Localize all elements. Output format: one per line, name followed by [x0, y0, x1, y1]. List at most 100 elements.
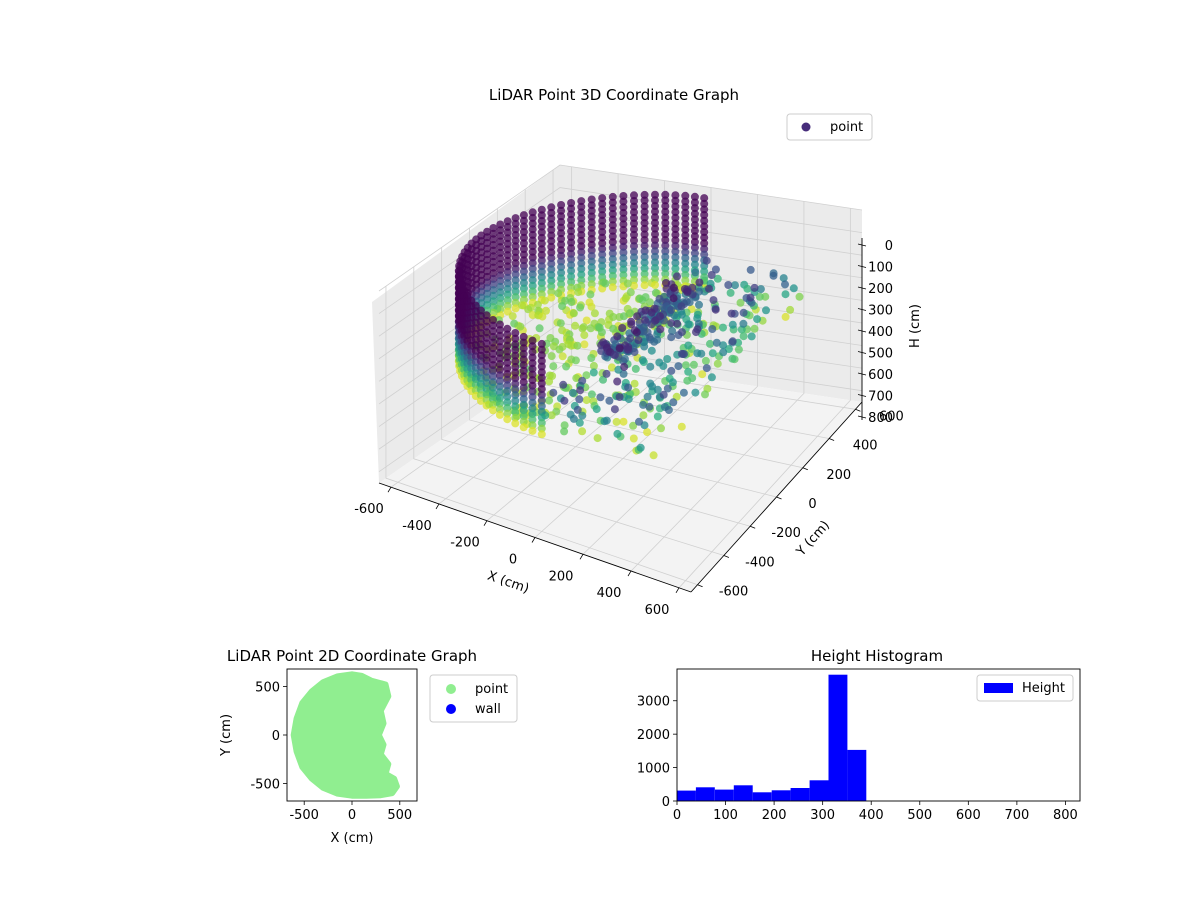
data-point [671, 242, 680, 250]
data-point [598, 211, 607, 220]
data-point [700, 211, 709, 219]
data-point [495, 348, 504, 357]
data-point [508, 312, 517, 321]
data-point [671, 202, 680, 211]
data-point [503, 387, 512, 395]
data-point [489, 280, 498, 289]
data-point [537, 256, 546, 265]
data-point [495, 343, 504, 352]
data-point [503, 301, 512, 310]
data-point [700, 194, 709, 203]
data-point [511, 270, 520, 279]
data-point [640, 224, 649, 233]
data-point [528, 359, 537, 368]
data-point [537, 402, 546, 411]
data-point [495, 382, 504, 391]
grid-line-y [413, 266, 725, 556]
data-point [547, 231, 556, 240]
data-point [586, 290, 595, 299]
data-point [511, 242, 520, 251]
data-point [789, 284, 798, 293]
z-tick [857, 394, 867, 397]
data-point [482, 350, 491, 359]
y-tick-label-hist: 2000 [637, 728, 670, 743]
chart-3d: LiDAR Point 3D Coordinate Graph -600 -400… [354, 86, 923, 618]
data-point [619, 369, 628, 378]
data-point [567, 227, 576, 236]
data-point [511, 298, 520, 307]
data-point [537, 239, 546, 248]
data-point [519, 290, 528, 299]
data-point [528, 253, 537, 262]
data-point [690, 198, 699, 207]
data-point [528, 353, 537, 362]
data-point [630, 191, 638, 200]
data-point [547, 271, 556, 279]
data-point [567, 244, 576, 253]
data-point [528, 364, 537, 373]
data-point [671, 258, 680, 267]
x-tick-label-hist: 300 [810, 808, 835, 823]
data-point [482, 356, 491, 365]
data-point [471, 301, 480, 310]
data-point [567, 249, 576, 258]
data-point [651, 207, 659, 216]
data-point [663, 355, 672, 363]
data-point [624, 395, 633, 404]
data-point [489, 366, 497, 375]
data-point [608, 283, 617, 292]
data-point [681, 214, 690, 223]
data-point [577, 259, 586, 268]
data-point [519, 372, 528, 381]
x-tick-label-2d: 0 [348, 808, 356, 823]
data-point [496, 237, 505, 246]
data-point [587, 354, 596, 362]
data-point [630, 219, 638, 228]
data-point [537, 379, 546, 388]
x-axis-label-2d: X (cm) [331, 831, 374, 846]
data-point [528, 225, 537, 234]
data-point [537, 413, 546, 422]
data-point [519, 338, 528, 347]
data-point [528, 404, 537, 413]
data-point [690, 204, 699, 213]
data-point [739, 332, 748, 341]
data-point [519, 383, 528, 392]
data-point [503, 330, 512, 339]
histogram-bar [771, 790, 791, 801]
data-point [750, 324, 759, 333]
data-point [519, 344, 528, 353]
data-point [706, 339, 714, 348]
data-point [630, 253, 638, 262]
data-point [573, 341, 582, 350]
data-point [558, 302, 567, 311]
data-point [605, 396, 614, 405]
data-point [596, 393, 605, 402]
data-point [528, 342, 537, 351]
data-point [608, 192, 617, 201]
data-point [489, 269, 498, 278]
data-point [667, 306, 675, 315]
data-point [540, 296, 549, 305]
data-point [769, 271, 778, 280]
data-point [482, 390, 491, 399]
data-point [519, 233, 528, 242]
x-tick-label: 0 [509, 553, 517, 568]
data-point [537, 211, 546, 220]
z-tick-label: 500 [868, 347, 893, 362]
data-point [587, 257, 596, 266]
z-axis-label: H (cm) [908, 304, 923, 348]
data-point [547, 237, 556, 246]
y-tick [828, 438, 835, 441]
data-point [547, 411, 556, 420]
data-point [712, 338, 721, 347]
data-point [557, 201, 566, 209]
x-axis-label: X (cm) [485, 569, 531, 597]
data-point [503, 245, 512, 254]
data-point [528, 336, 537, 345]
data-point [496, 294, 505, 302]
data-point [690, 209, 699, 218]
y-tick-label: -600 [719, 585, 749, 600]
data-point [587, 274, 596, 283]
